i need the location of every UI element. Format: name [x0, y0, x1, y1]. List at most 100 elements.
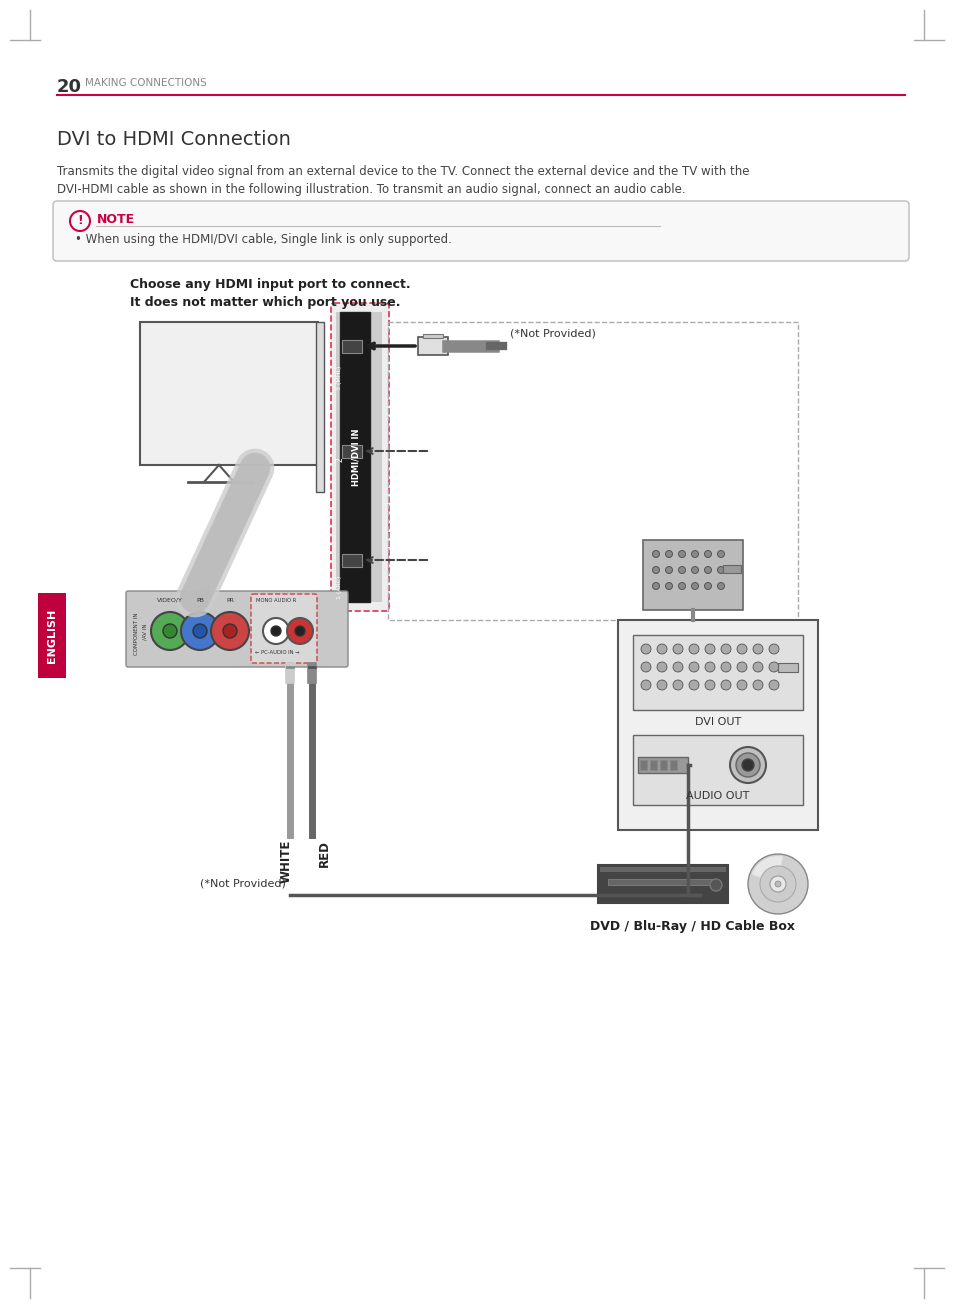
Circle shape	[691, 566, 698, 573]
Circle shape	[678, 582, 685, 590]
Text: COMPONENT IN: COMPONENT IN	[134, 612, 139, 655]
Text: (*Not Provided): (*Not Provided)	[510, 328, 596, 337]
Wedge shape	[751, 855, 782, 884]
Circle shape	[720, 680, 730, 691]
Circle shape	[737, 662, 746, 672]
Text: It does not matter which port you use.: It does not matter which port you use.	[130, 296, 400, 309]
Text: PR: PR	[226, 598, 233, 603]
Bar	[341, 340, 361, 353]
Circle shape	[768, 662, 779, 672]
Circle shape	[717, 551, 723, 557]
Circle shape	[640, 644, 650, 654]
Circle shape	[769, 876, 785, 892]
Circle shape	[735, 753, 760, 777]
Circle shape	[652, 551, 659, 557]
Text: DVI to HDMI Connection: DVI to HDMI Connection	[57, 129, 291, 149]
Circle shape	[657, 644, 666, 654]
Text: MAKING CONNECTIONS: MAKING CONNECTIONS	[85, 78, 207, 88]
Circle shape	[774, 882, 781, 887]
Circle shape	[741, 759, 753, 770]
Text: MONO AUDIO R: MONO AUDIO R	[255, 598, 296, 603]
Circle shape	[657, 662, 666, 672]
Text: ← PC-AUDIO IN →: ← PC-AUDIO IN →	[254, 650, 299, 655]
Circle shape	[211, 612, 249, 650]
Circle shape	[768, 680, 779, 691]
Circle shape	[703, 551, 711, 557]
Circle shape	[720, 644, 730, 654]
Circle shape	[688, 680, 699, 691]
Circle shape	[717, 582, 723, 590]
Circle shape	[729, 747, 765, 783]
Text: WHITE: WHITE	[279, 840, 293, 883]
Bar	[722, 565, 740, 573]
Circle shape	[768, 644, 779, 654]
Circle shape	[760, 866, 795, 903]
Bar	[659, 760, 666, 770]
Bar	[422, 334, 442, 337]
Circle shape	[688, 644, 699, 654]
Bar	[341, 445, 361, 458]
Circle shape	[747, 854, 807, 914]
Bar	[599, 867, 725, 872]
Circle shape	[181, 612, 219, 650]
FancyBboxPatch shape	[53, 201, 908, 262]
Text: 1 (ARC): 1 (ARC)	[337, 576, 342, 599]
Circle shape	[657, 680, 666, 691]
Bar	[388, 322, 797, 620]
Circle shape	[678, 551, 685, 557]
Bar	[633, 735, 802, 804]
Text: DVD / Blu-Ray / HD Cable Box: DVD / Blu-Ray / HD Cable Box	[590, 920, 795, 933]
Circle shape	[193, 624, 207, 638]
Text: RED: RED	[317, 840, 330, 867]
Circle shape	[294, 627, 305, 636]
Text: Transmits the digital video signal from an external device to the TV. Connect th: Transmits the digital video signal from …	[57, 165, 749, 178]
Bar	[315, 322, 324, 492]
Text: 20: 20	[57, 78, 82, 95]
Bar	[598, 865, 727, 903]
Circle shape	[151, 612, 189, 650]
Circle shape	[223, 624, 236, 638]
Text: /AV IN: /AV IN	[142, 624, 148, 640]
Text: !: !	[77, 215, 83, 228]
Circle shape	[752, 644, 762, 654]
Circle shape	[709, 879, 721, 891]
Circle shape	[737, 680, 746, 691]
FancyBboxPatch shape	[126, 591, 348, 667]
Circle shape	[704, 680, 714, 691]
Circle shape	[691, 582, 698, 590]
Bar	[38, 593, 66, 678]
Text: PB: PB	[196, 598, 204, 603]
Circle shape	[163, 624, 177, 638]
Circle shape	[665, 551, 672, 557]
Bar	[669, 760, 677, 770]
Text: DVI-HDMI cable as shown in the following illustration. To transmit an audio sign: DVI-HDMI cable as shown in the following…	[57, 183, 685, 196]
Circle shape	[672, 680, 682, 691]
Circle shape	[665, 566, 672, 573]
Text: • When using the HDMI/DVI cable, Single link is only supported.: • When using the HDMI/DVI cable, Single …	[75, 233, 452, 246]
Circle shape	[640, 680, 650, 691]
Circle shape	[704, 662, 714, 672]
Bar	[417, 337, 448, 354]
Text: (*Not Provided): (*Not Provided)	[200, 878, 286, 888]
Circle shape	[703, 582, 711, 590]
Text: 3 (MHL): 3 (MHL)	[337, 366, 342, 390]
Circle shape	[703, 566, 711, 573]
Circle shape	[678, 566, 685, 573]
Circle shape	[672, 644, 682, 654]
Circle shape	[263, 617, 289, 644]
FancyBboxPatch shape	[140, 322, 317, 466]
Circle shape	[665, 582, 672, 590]
Text: Choose any HDMI input port to connect.: Choose any HDMI input port to connect.	[130, 279, 410, 290]
Polygon shape	[185, 585, 210, 606]
Bar	[633, 634, 802, 710]
Bar	[607, 879, 718, 886]
Circle shape	[752, 680, 762, 691]
Circle shape	[652, 582, 659, 590]
Text: VIDEO/Y: VIDEO/Y	[157, 598, 183, 603]
Text: 2: 2	[335, 456, 344, 462]
Circle shape	[737, 644, 746, 654]
Bar	[618, 620, 817, 831]
Circle shape	[652, 566, 659, 573]
Text: DVI OUT: DVI OUT	[694, 717, 740, 727]
Bar	[778, 663, 797, 672]
